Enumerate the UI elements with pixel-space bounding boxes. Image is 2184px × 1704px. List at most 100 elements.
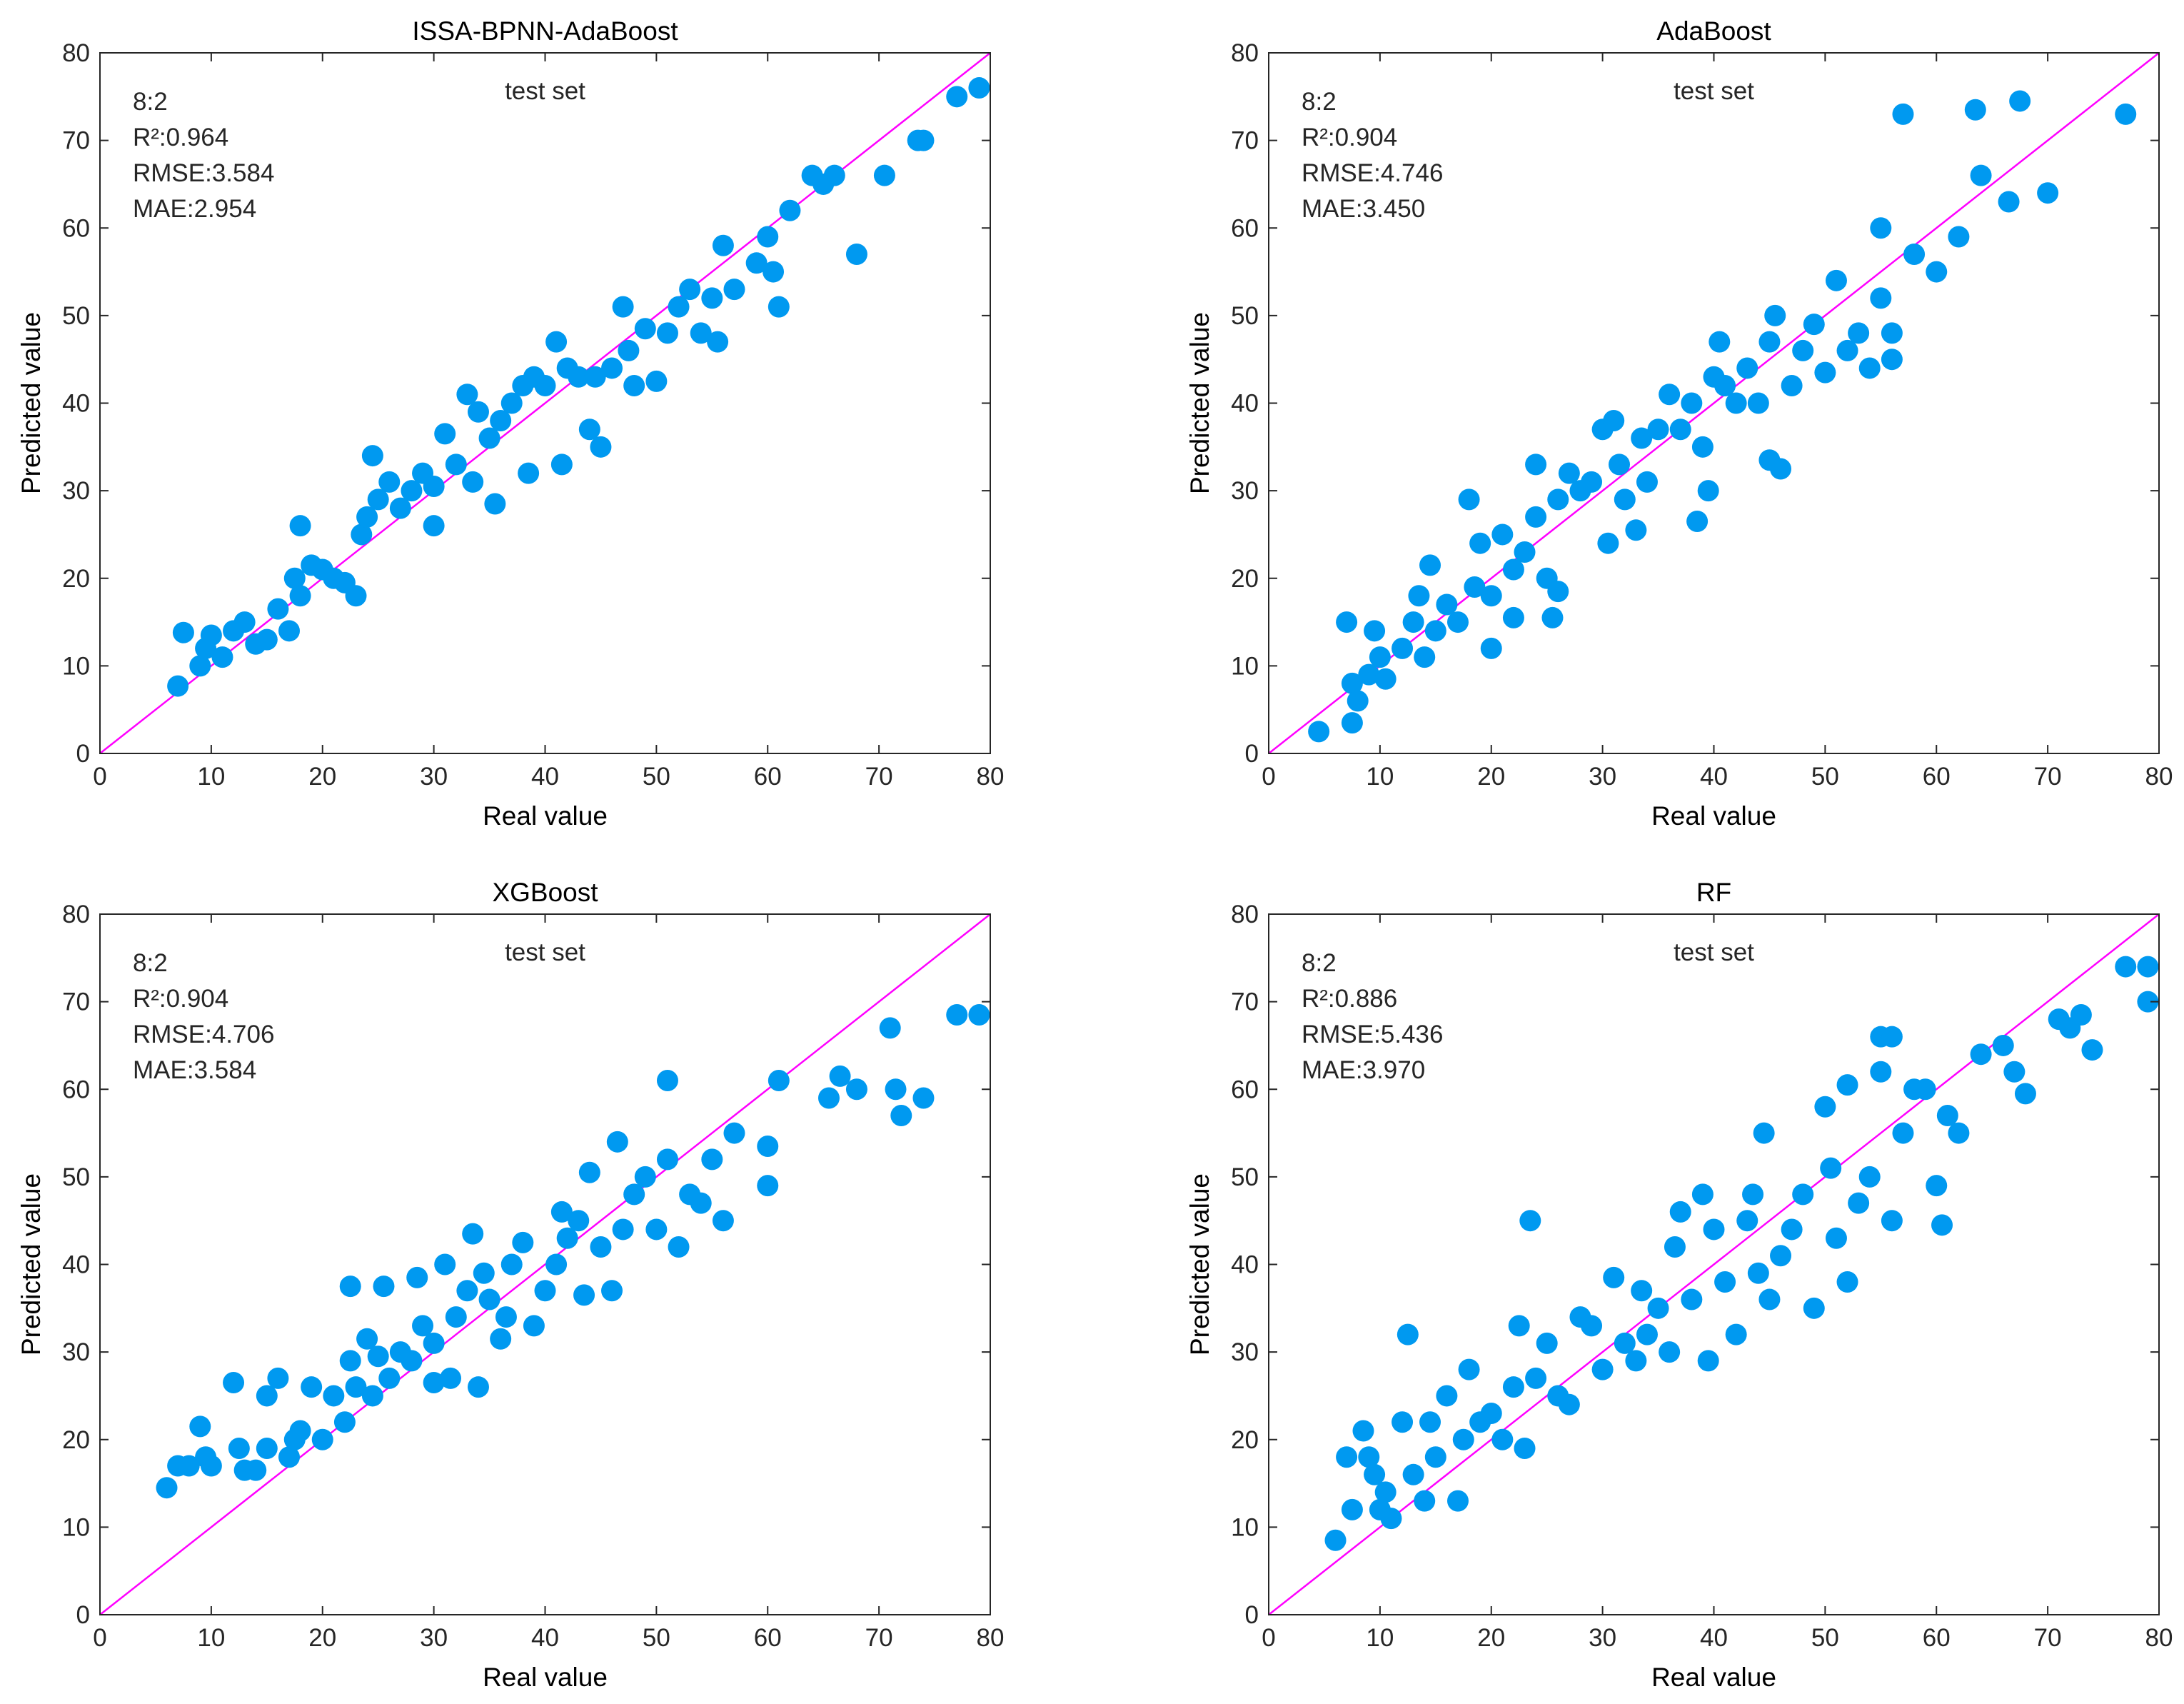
point bbox=[556, 1227, 578, 1249]
point bbox=[1903, 244, 1926, 266]
point bbox=[1631, 1280, 1653, 1302]
point bbox=[1364, 620, 1386, 642]
point bbox=[1519, 1210, 1541, 1232]
annotation: MAE:3.584 bbox=[133, 1056, 256, 1084]
chart-title: AdaBoost bbox=[1656, 16, 1771, 46]
point bbox=[1419, 554, 1441, 576]
point bbox=[1948, 226, 1970, 248]
point bbox=[1581, 471, 1603, 493]
point bbox=[1926, 1175, 1948, 1197]
point bbox=[456, 1280, 478, 1302]
y-tick-label: 30 bbox=[62, 1338, 90, 1366]
x-tick-label: 50 bbox=[643, 763, 670, 791]
point bbox=[401, 1350, 423, 1372]
point bbox=[278, 620, 300, 642]
x-tick-label: 70 bbox=[2034, 763, 2062, 791]
point bbox=[1736, 1210, 1758, 1232]
point bbox=[1358, 1446, 1380, 1468]
point bbox=[1341, 712, 1363, 734]
point bbox=[1697, 480, 1719, 502]
point bbox=[668, 296, 690, 318]
point bbox=[946, 1004, 968, 1026]
point bbox=[378, 471, 401, 493]
y-tick-label: 70 bbox=[62, 127, 90, 155]
subtitle: test set bbox=[1674, 938, 1754, 966]
point bbox=[1308, 721, 1330, 743]
subtitle: test set bbox=[1674, 77, 1754, 105]
point bbox=[1458, 488, 1480, 511]
point bbox=[1742, 1183, 1764, 1206]
point bbox=[1669, 1201, 1691, 1223]
x-tick-label: 40 bbox=[531, 1624, 559, 1652]
point bbox=[445, 1306, 467, 1328]
y-tick-label: 30 bbox=[1231, 1338, 1259, 1366]
point bbox=[701, 287, 723, 309]
annotation: 8:2 bbox=[133, 949, 168, 977]
y-tick-label: 30 bbox=[1231, 477, 1259, 505]
annotation: MAE:2.954 bbox=[133, 195, 256, 223]
point bbox=[473, 1262, 495, 1284]
point bbox=[233, 611, 256, 633]
point bbox=[1881, 1026, 1903, 1048]
point bbox=[1892, 103, 1914, 125]
point bbox=[1803, 314, 1825, 336]
y-tick-label: 50 bbox=[1231, 1163, 1259, 1191]
point bbox=[462, 1223, 484, 1245]
y-tick-label: 80 bbox=[62, 39, 90, 67]
y-tick-label: 10 bbox=[62, 1513, 90, 1541]
x-tick-label: 60 bbox=[754, 763, 782, 791]
x-tick-label: 60 bbox=[1923, 1624, 1951, 1652]
y-tick-label: 70 bbox=[62, 988, 90, 1016]
point bbox=[228, 1438, 250, 1460]
annotation: 8:2 bbox=[1302, 88, 1337, 116]
point bbox=[590, 1236, 612, 1258]
point bbox=[1848, 322, 1870, 344]
point bbox=[401, 480, 423, 502]
point bbox=[1758, 1288, 1781, 1310]
point bbox=[845, 244, 867, 266]
point bbox=[601, 1280, 623, 1302]
point bbox=[1408, 585, 1430, 607]
point bbox=[656, 1148, 678, 1171]
subtitle: test set bbox=[505, 938, 585, 966]
point bbox=[467, 401, 489, 423]
point bbox=[601, 357, 623, 379]
point bbox=[356, 506, 378, 528]
point bbox=[345, 1376, 367, 1398]
point bbox=[1725, 392, 1747, 414]
point bbox=[323, 1385, 345, 1407]
point bbox=[283, 567, 306, 589]
point bbox=[823, 164, 845, 186]
point bbox=[256, 628, 278, 651]
point bbox=[1998, 191, 2020, 213]
point bbox=[189, 1415, 211, 1438]
point bbox=[1753, 1122, 1775, 1144]
annotation: MAE:3.970 bbox=[1302, 1056, 1425, 1084]
point bbox=[412, 1315, 434, 1337]
point bbox=[1664, 1236, 1686, 1258]
point bbox=[550, 1201, 573, 1223]
point bbox=[757, 226, 779, 248]
point bbox=[1992, 1034, 2014, 1056]
point bbox=[178, 1455, 200, 1477]
y-tick-label: 30 bbox=[62, 477, 90, 505]
point bbox=[1814, 1096, 1836, 1118]
point bbox=[367, 488, 389, 511]
point bbox=[1892, 1122, 1914, 1144]
y-tick-label: 10 bbox=[62, 652, 90, 680]
point bbox=[1514, 541, 1536, 563]
point bbox=[1547, 488, 1569, 511]
point bbox=[656, 1069, 678, 1091]
y-axis-label: Predicted value bbox=[1185, 312, 1214, 494]
x-tick-label: 20 bbox=[308, 763, 336, 791]
point bbox=[1364, 1463, 1386, 1485]
point bbox=[1926, 261, 1948, 283]
point bbox=[467, 1376, 489, 1398]
point bbox=[1936, 1105, 1958, 1127]
y-tick-label: 70 bbox=[1231, 127, 1259, 155]
point bbox=[968, 1004, 990, 1026]
point bbox=[623, 1183, 645, 1206]
point bbox=[1825, 269, 1847, 291]
point bbox=[606, 1131, 628, 1153]
